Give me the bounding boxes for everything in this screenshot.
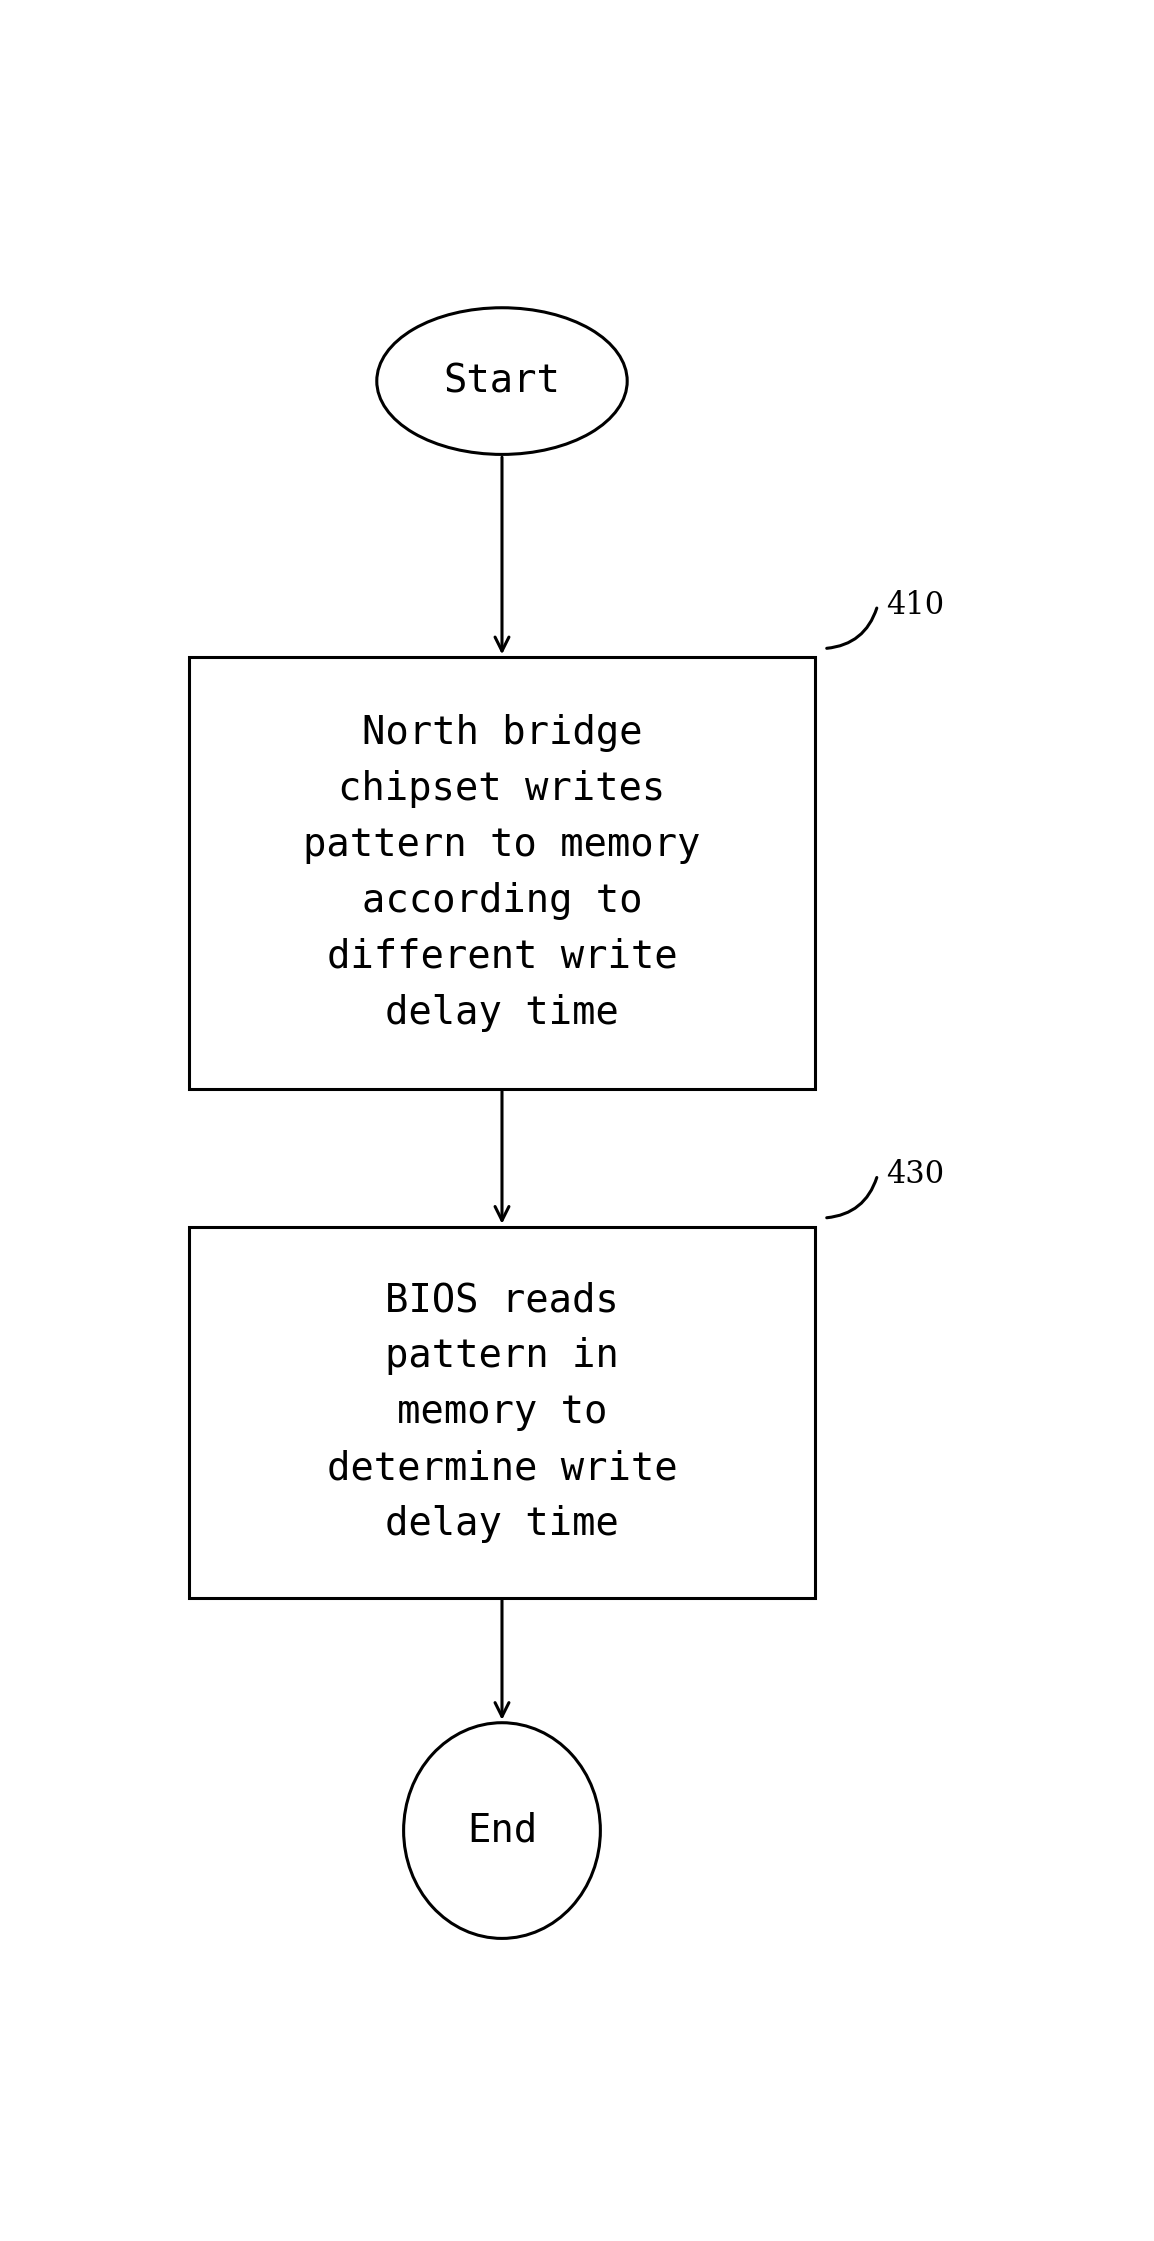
Bar <box>189 1226 815 1598</box>
Text: 410: 410 <box>886 589 945 621</box>
Text: BIOS reads
pattern in
memory to
determine write
delay time: BIOS reads pattern in memory to determin… <box>327 1282 677 1544</box>
Ellipse shape <box>404 1723 600 1938</box>
Ellipse shape <box>376 307 628 455</box>
Text: Start: Start <box>443 363 561 401</box>
Text: 430: 430 <box>886 1159 945 1190</box>
Text: End: End <box>467 1811 537 1849</box>
Bar <box>189 657 815 1089</box>
Text: North bridge
chipset writes
pattern to memory
according to
different write
delay: North bridge chipset writes pattern to m… <box>304 715 700 1031</box>
